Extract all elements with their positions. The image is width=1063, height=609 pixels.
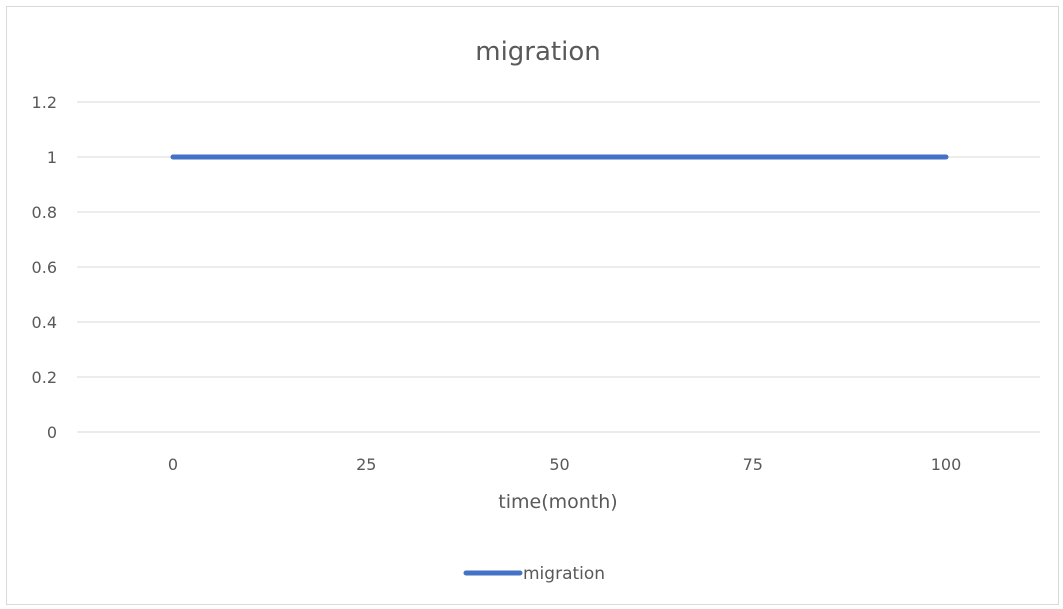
- chart-frame: [6, 6, 1059, 605]
- x-axis-ticks: 0 25 50 75 100: [168, 455, 961, 474]
- y-tick-label: 1: [47, 148, 57, 167]
- y-tick-label: 0.4: [32, 313, 57, 332]
- x-tick-label: 100: [931, 455, 962, 474]
- y-axis-ticks: 0 0.2 0.4 0.6 0.8 1 1.2: [32, 93, 57, 442]
- x-axis-label: time(month): [498, 491, 617, 513]
- y-tick-label: 0.6: [32, 258, 57, 277]
- legend-label-migration: migration: [523, 564, 605, 584]
- y-tick-label: 1.2: [32, 93, 57, 112]
- x-tick-label: 0: [168, 455, 178, 474]
- y-tick-label: 0.8: [32, 203, 57, 222]
- legend: migration: [463, 564, 605, 584]
- x-tick-label: 50: [549, 455, 569, 474]
- y-tick-label: 0: [47, 423, 57, 442]
- x-tick-label: 75: [743, 455, 763, 474]
- chart-title: migration: [475, 37, 600, 67]
- y-tick-label: 0.2: [32, 368, 57, 387]
- gridlines: [77, 101, 1040, 433]
- x-tick-label: 25: [356, 455, 376, 474]
